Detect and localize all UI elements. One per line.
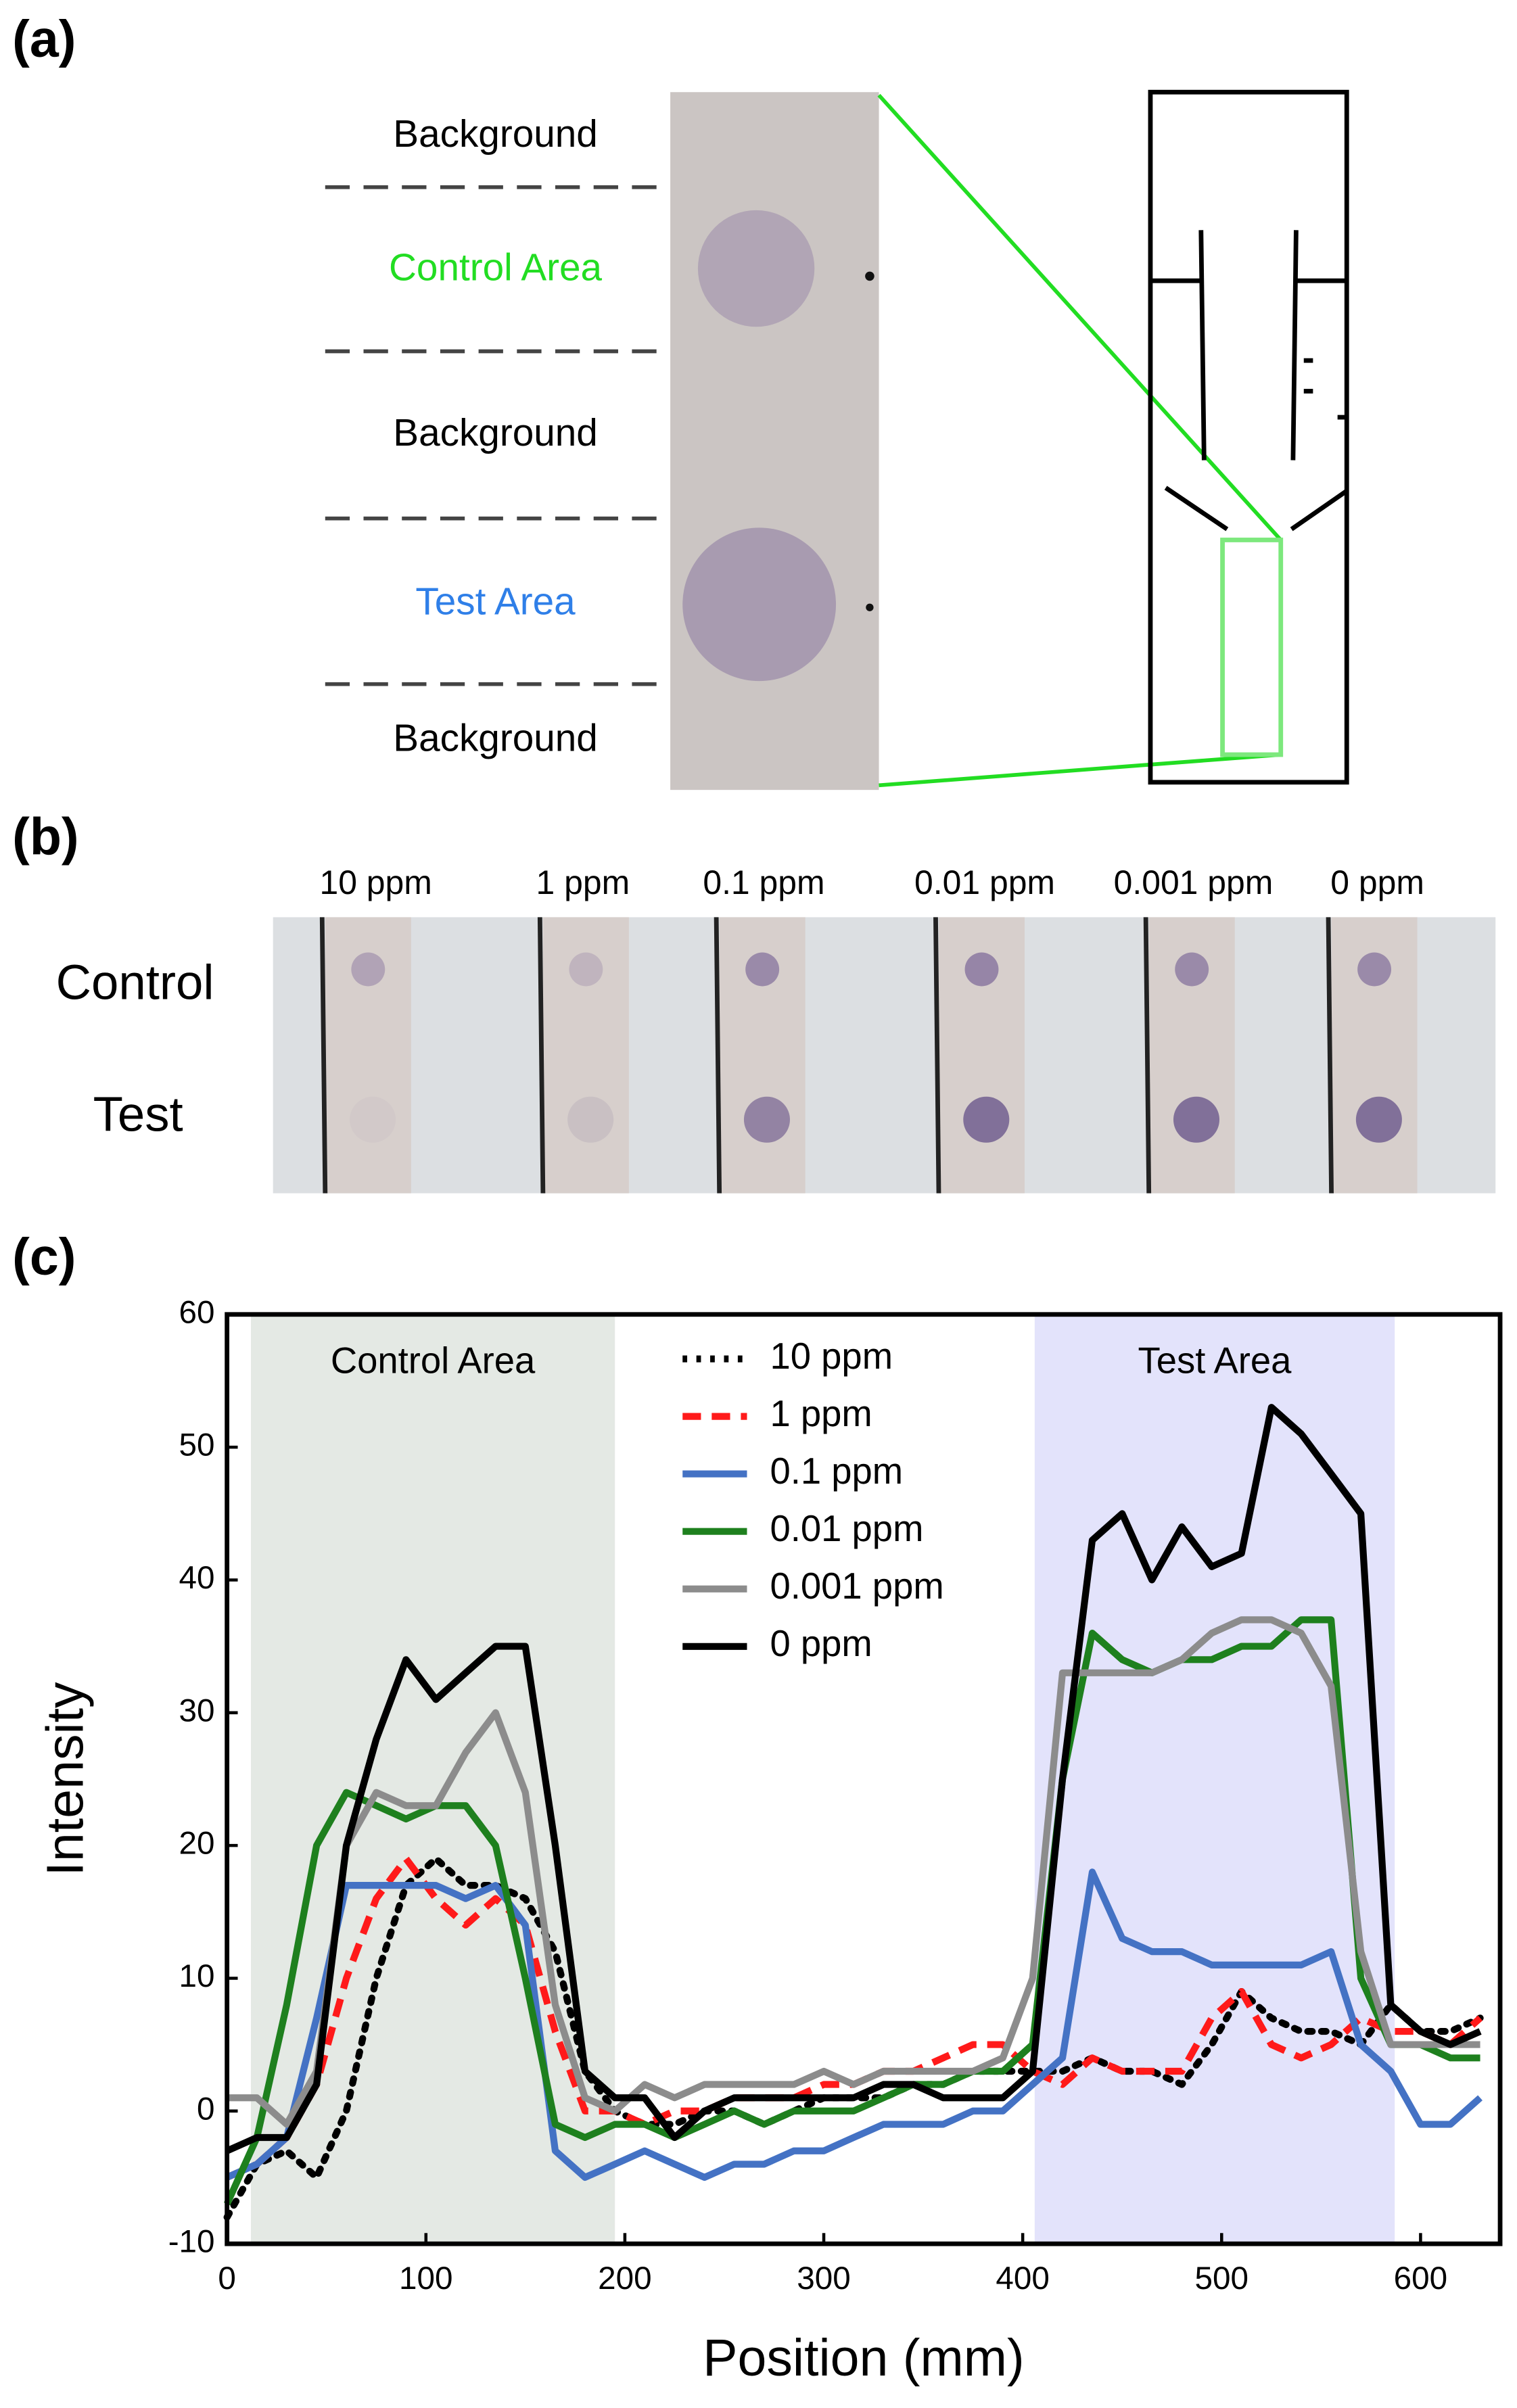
y-tick-label: -10 [168, 2224, 215, 2260]
zoom-lines [877, 93, 1282, 788]
zone-label: Control Area [389, 246, 603, 289]
zoom-box [1220, 538, 1284, 757]
x-tick-label: 200 [598, 2261, 651, 2296]
x-axis-title: Position (mm) [703, 2329, 1025, 2387]
y-tick-label: 10 [179, 1958, 215, 1994]
y-tick-label: 40 [179, 1560, 215, 1596]
spot [1357, 952, 1392, 987]
test-spot [682, 527, 837, 682]
strip-edge [714, 917, 722, 1194]
x-tick-label: 500 [1195, 2261, 1248, 2296]
dot [866, 603, 874, 611]
spot [964, 952, 999, 987]
y-axis-title: Intensity [36, 1682, 94, 1876]
concentration-label: 1 ppm [536, 864, 630, 901]
legend-label: 0.1 ppm [770, 1450, 904, 1492]
y-tick-label: 0 [197, 2091, 214, 2127]
panel-label: (a) [12, 10, 76, 68]
device-schematic [1148, 89, 1349, 785]
y-tick-label: 50 [179, 1427, 215, 1463]
strips-photo [273, 917, 1496, 1194]
dot [865, 271, 874, 281]
panel-label: (c) [12, 1228, 76, 1286]
x-tick-label: 300 [797, 2261, 850, 2296]
legend-label: 0.001 ppm [770, 1565, 944, 1607]
x-tick-label: 100 [399, 2261, 452, 2296]
zone-label: Test Area [415, 581, 576, 623]
series-line [225, 1404, 1482, 2154]
y-tick-label: 60 [179, 1294, 215, 1330]
strip-set [319, 917, 1418, 1194]
zone-label: Background [393, 412, 598, 454]
spot [351, 952, 386, 987]
strip-edge [1326, 917, 1334, 1194]
zone-dividers [325, 185, 668, 686]
strip-edge [933, 917, 941, 1194]
plot-frame [225, 1312, 1503, 2246]
legend-label: 0.01 ppm [770, 1508, 924, 1549]
region-label: Test Area [1138, 1340, 1292, 1382]
concentration-label: 0.01 ppm [914, 864, 1055, 901]
x-tick-label: 400 [996, 2261, 1049, 2296]
strip-edge [537, 917, 546, 1194]
concentration-label: 0 ppm [1330, 864, 1424, 901]
concentration-label: 10 ppm [319, 864, 431, 901]
spot [1355, 1096, 1402, 1143]
row-label: Control [56, 955, 214, 1010]
strip-photo [670, 92, 879, 790]
spot [743, 1096, 790, 1143]
test-strip [542, 917, 629, 1194]
y-tick-label: 30 [179, 1693, 215, 1728]
control-spot [697, 210, 815, 327]
spot [1175, 952, 1209, 987]
spot [963, 1096, 1010, 1143]
y-tick-label: 20 [179, 1826, 215, 1862]
row-label: Test [93, 1087, 183, 1142]
spot [745, 952, 780, 987]
series-line [225, 1868, 1483, 2181]
x-tick-label: 600 [1394, 2261, 1447, 2296]
concentration-label: 0.001 ppm [1114, 864, 1274, 901]
legend-label: 0 ppm [770, 1623, 872, 1664]
region-label: Control Area [331, 1340, 536, 1382]
spot [569, 952, 603, 987]
zone-label: Background [393, 113, 598, 156]
spot [567, 1096, 614, 1143]
spot [1173, 1096, 1220, 1143]
panel-label: (b) [12, 807, 78, 866]
zone-label: Background [393, 717, 598, 760]
strip-edge [319, 917, 328, 1194]
x-tick-label: 0 [218, 2261, 235, 2296]
series-line [227, 1616, 1480, 2128]
legend-label: 10 ppm [770, 1336, 893, 1377]
strip-edge [1143, 917, 1152, 1194]
region [1034, 1314, 1395, 2244]
concentration-label: 0.1 ppm [703, 864, 824, 901]
spot [350, 1096, 396, 1143]
legend-label: 1 ppm [770, 1393, 872, 1434]
